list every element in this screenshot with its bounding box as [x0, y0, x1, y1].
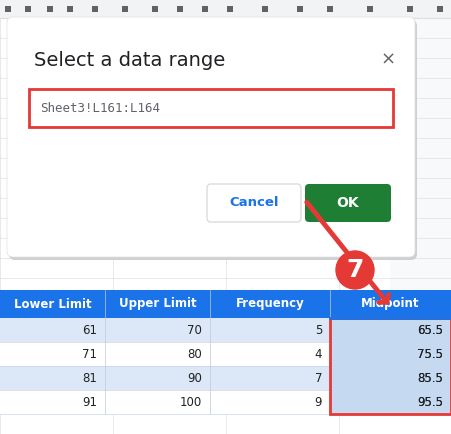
Text: ×: ×	[381, 51, 396, 69]
FancyBboxPatch shape	[330, 318, 451, 414]
FancyBboxPatch shape	[207, 184, 301, 222]
Text: 4: 4	[314, 348, 322, 361]
Text: 61: 61	[82, 323, 97, 336]
FancyBboxPatch shape	[9, 20, 417, 260]
FancyBboxPatch shape	[0, 290, 451, 318]
Text: 7: 7	[346, 258, 364, 282]
Text: 7: 7	[314, 372, 322, 385]
Text: 85.5: 85.5	[417, 372, 443, 385]
Text: 5: 5	[315, 323, 322, 336]
FancyBboxPatch shape	[0, 366, 451, 390]
Text: Cancel: Cancel	[229, 197, 279, 210]
Text: 80: 80	[187, 348, 202, 361]
Text: 75.5: 75.5	[417, 348, 443, 361]
Text: 90: 90	[187, 372, 202, 385]
Text: 95.5: 95.5	[417, 395, 443, 408]
Circle shape	[336, 251, 374, 289]
Text: 65.5: 65.5	[417, 323, 443, 336]
Text: 100: 100	[180, 395, 202, 408]
Text: Frequency: Frequency	[235, 297, 304, 310]
Text: Sheet3!L161:L164: Sheet3!L161:L164	[40, 102, 160, 115]
FancyBboxPatch shape	[305, 184, 391, 222]
FancyBboxPatch shape	[0, 390, 451, 414]
FancyBboxPatch shape	[7, 17, 415, 257]
FancyBboxPatch shape	[0, 0, 451, 18]
Text: 95.5: 95.5	[417, 395, 443, 408]
FancyBboxPatch shape	[390, 18, 451, 298]
Text: Lower Limit: Lower Limit	[14, 297, 91, 310]
Text: 65.5: 65.5	[417, 323, 443, 336]
Text: Select a data range: Select a data range	[34, 50, 225, 69]
Text: 70: 70	[187, 323, 202, 336]
Text: 85.5: 85.5	[417, 372, 443, 385]
FancyBboxPatch shape	[29, 89, 393, 127]
FancyBboxPatch shape	[0, 342, 451, 366]
Text: Upper Limit: Upper Limit	[119, 297, 196, 310]
Text: 75.5: 75.5	[417, 348, 443, 361]
Text: 71: 71	[82, 348, 97, 361]
Text: 81: 81	[82, 372, 97, 385]
Text: Midpoint: Midpoint	[361, 297, 420, 310]
Text: OK: OK	[337, 196, 359, 210]
FancyBboxPatch shape	[0, 318, 451, 342]
Text: 91: 91	[82, 395, 97, 408]
Text: 9: 9	[314, 395, 322, 408]
